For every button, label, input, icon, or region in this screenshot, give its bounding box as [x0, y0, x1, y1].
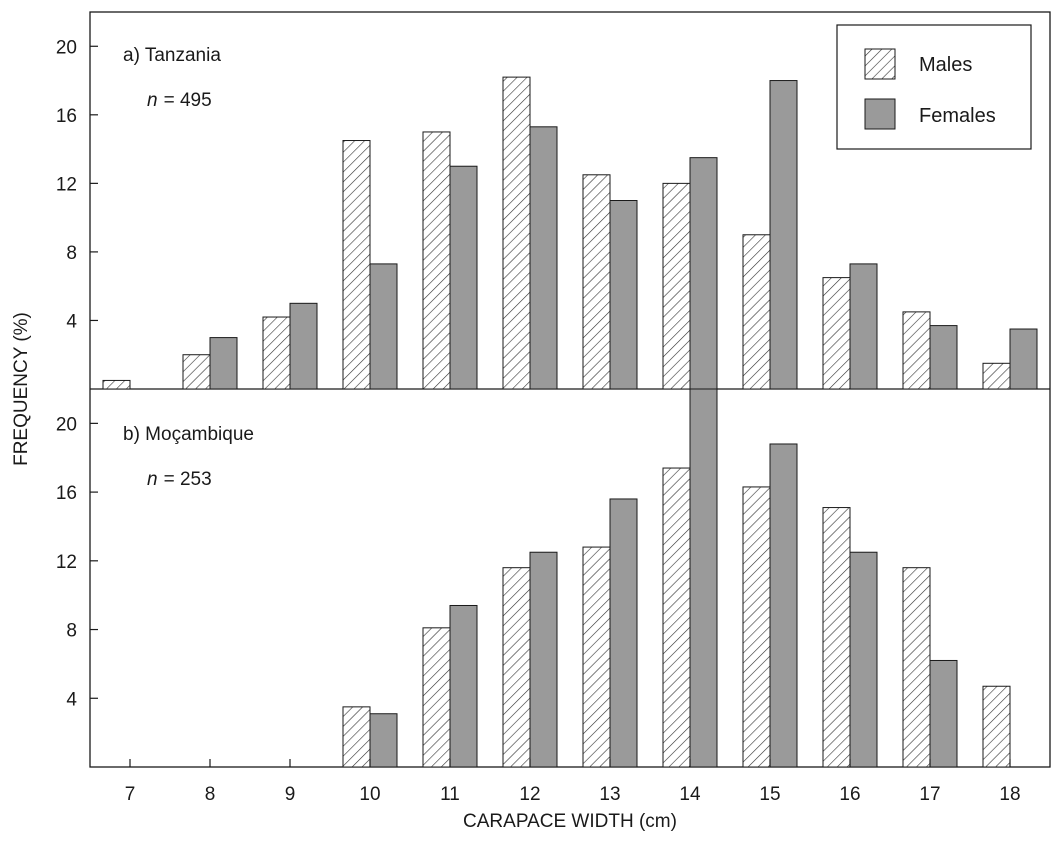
y-tick-label: 12 — [56, 174, 77, 195]
x-tick-label: 18 — [999, 784, 1020, 805]
legend: Males Females — [837, 25, 1031, 149]
bar-males — [743, 235, 770, 389]
sample-size-mocambique: n = 253 — [147, 469, 212, 490]
bar-females — [930, 660, 957, 767]
bar-males — [663, 468, 690, 767]
sample-size-value: = 495 — [164, 90, 212, 111]
bar-males — [343, 141, 370, 389]
panel-mocambique: 4 8 12 16 20 7 8 9 10 11 12 13 14 15 16 17 18 — [56, 389, 1021, 805]
bar-females — [290, 303, 317, 389]
bar-males — [823, 278, 850, 389]
bar-females — [770, 444, 797, 767]
sample-size-symbol: n — [147, 469, 158, 490]
x-tick-label: 7 — [125, 784, 136, 805]
bar-females — [1010, 329, 1037, 389]
bar-males — [903, 568, 930, 767]
bar-females — [210, 338, 237, 389]
bar-males — [183, 355, 210, 389]
bar-males — [503, 77, 530, 389]
bar-males — [903, 312, 930, 389]
legend-box — [837, 25, 1031, 149]
bar-males — [583, 547, 610, 767]
sample-size-symbol: n — [147, 90, 158, 111]
bar-females — [450, 166, 477, 389]
y-tick-label: 8 — [66, 621, 77, 642]
panel-label-tanzania: a) Tanzania — [123, 45, 221, 66]
bar-females — [930, 326, 957, 389]
x-tick-label: 12 — [519, 784, 540, 805]
sample-size-value: = 253 — [164, 469, 212, 490]
x-tick-label: 11 — [440, 784, 460, 805]
y-tick-label: 12 — [56, 552, 77, 573]
bar-males — [823, 508, 850, 767]
bar-females — [450, 605, 477, 767]
x-tick-label: 10 — [359, 784, 380, 805]
y-tick-label: 4 — [66, 689, 77, 710]
legend-swatch-females — [865, 99, 895, 129]
x-tick-label: 16 — [839, 784, 860, 805]
y-tick-label: 16 — [56, 483, 77, 504]
legend-swatch-males — [865, 49, 895, 79]
y-tick-label: 16 — [56, 106, 77, 127]
bar-females — [850, 264, 877, 389]
x-axis-title: CARAPACE WIDTH (cm) — [463, 811, 677, 832]
bar-males — [343, 707, 370, 767]
x-tick-label: 17 — [919, 784, 940, 805]
bar-females — [850, 552, 877, 767]
bar-females — [690, 158, 717, 389]
y-tick-label: 8 — [66, 243, 77, 264]
bar-females — [770, 81, 797, 389]
bar-males — [503, 568, 530, 767]
x-tick-label: 9 — [285, 784, 296, 805]
bar-males — [583, 175, 610, 389]
y-axis-title: FREQUENCY (%) — [11, 312, 32, 466]
bar-females — [610, 201, 637, 390]
bar-males — [263, 317, 290, 389]
y-tick-label: 20 — [56, 414, 77, 435]
legend-label-males: Males — [919, 54, 972, 76]
sample-size-tanzania: n = 495 — [147, 90, 212, 111]
bar-females — [370, 264, 397, 389]
bar-males — [983, 686, 1010, 767]
bar-females — [370, 714, 397, 767]
y-tick-label: 4 — [66, 311, 77, 332]
panel-label-mocambique: b) Moçambique — [123, 424, 254, 445]
x-tick-label: 15 — [759, 784, 780, 805]
bar-females — [530, 127, 557, 389]
bar-males — [663, 183, 690, 389]
bar-females — [530, 552, 557, 767]
x-tick-label: 8 — [205, 784, 216, 805]
bar-females — [610, 499, 637, 767]
bar-males — [983, 363, 1010, 389]
legend-label-females: Females — [919, 105, 996, 127]
bar-females — [690, 389, 717, 767]
x-tick-label: 14 — [679, 784, 701, 805]
bar-males — [103, 380, 130, 389]
bar-males — [743, 487, 770, 767]
y-tick-label: 20 — [56, 37, 77, 58]
x-tick-label: 13 — [599, 784, 620, 805]
bar-males — [423, 628, 450, 767]
bar-males — [423, 132, 450, 389]
